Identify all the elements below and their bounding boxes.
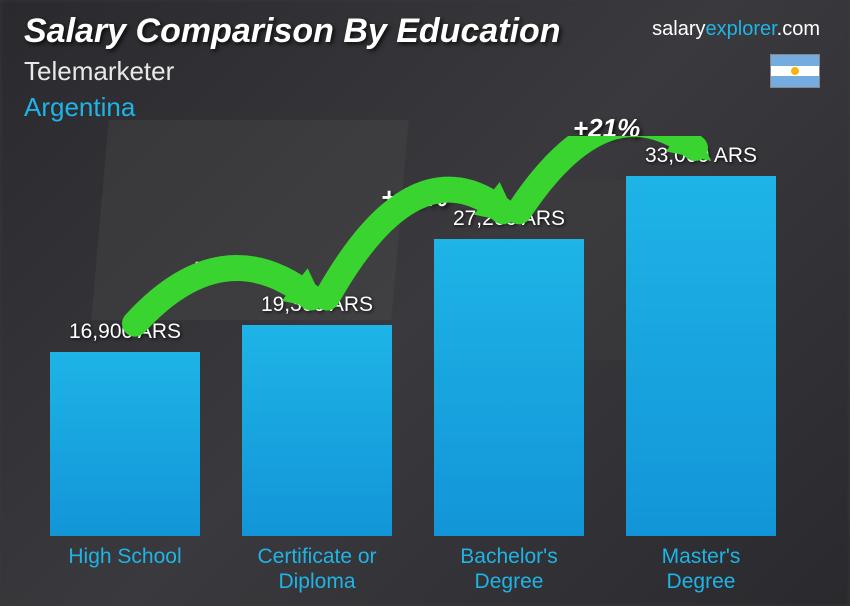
bar-value-label: 27,200 ARS bbox=[453, 207, 565, 231]
bar-group: 16,900 ARSHigh School bbox=[50, 352, 200, 536]
brand-text-plain: salary bbox=[652, 18, 705, 40]
bar: 33,000 ARS bbox=[626, 176, 776, 536]
content-layer: Salary Comparison By Education Telemarke… bbox=[0, 0, 850, 606]
chart-country: Argentina bbox=[24, 92, 135, 123]
bar-category-label: Certificate orDiploma bbox=[257, 544, 376, 594]
flag-stripe-mid bbox=[771, 66, 819, 77]
flag-icon bbox=[770, 54, 820, 88]
bar-category-label: Master'sDegree bbox=[662, 544, 741, 594]
bar: 19,300 ARS bbox=[242, 325, 392, 536]
flag-sun-icon bbox=[791, 67, 799, 75]
brand-text-suffix: .com bbox=[777, 18, 820, 40]
flag-stripe-bottom bbox=[771, 76, 819, 87]
bar-category-label: Bachelor'sDegree bbox=[460, 544, 557, 594]
chart-subtitle: Telemarketer bbox=[24, 56, 174, 87]
increase-pct-label: +14% bbox=[189, 253, 256, 284]
bar-chart: 16,900 ARSHigh School19,300 ARSCertifica… bbox=[40, 136, 810, 596]
bar: 27,200 ARS bbox=[434, 239, 584, 536]
bar: 16,900 ARS bbox=[50, 352, 200, 536]
flag-stripe-top bbox=[771, 55, 819, 66]
brand-text-accent: explorer bbox=[706, 18, 777, 40]
bar-group: 19,300 ARSCertificate orDiploma bbox=[242, 325, 392, 536]
bar-group: 33,000 ARSMaster'sDegree bbox=[626, 176, 776, 536]
bar-category-label: High School bbox=[68, 544, 181, 569]
bar-group: 27,200 ARSBachelor'sDegree bbox=[434, 239, 584, 536]
bar-value-label: 19,300 ARS bbox=[261, 293, 373, 317]
bar-value-label: 33,000 ARS bbox=[645, 144, 757, 168]
increase-pct-label: +21% bbox=[573, 113, 640, 144]
brand-watermark: salaryexplorer.com bbox=[652, 18, 820, 41]
bar-value-label: 16,900 ARS bbox=[69, 320, 181, 344]
chart-title: Salary Comparison By Education bbox=[24, 12, 561, 51]
increase-pct-label: +41% bbox=[381, 182, 448, 213]
